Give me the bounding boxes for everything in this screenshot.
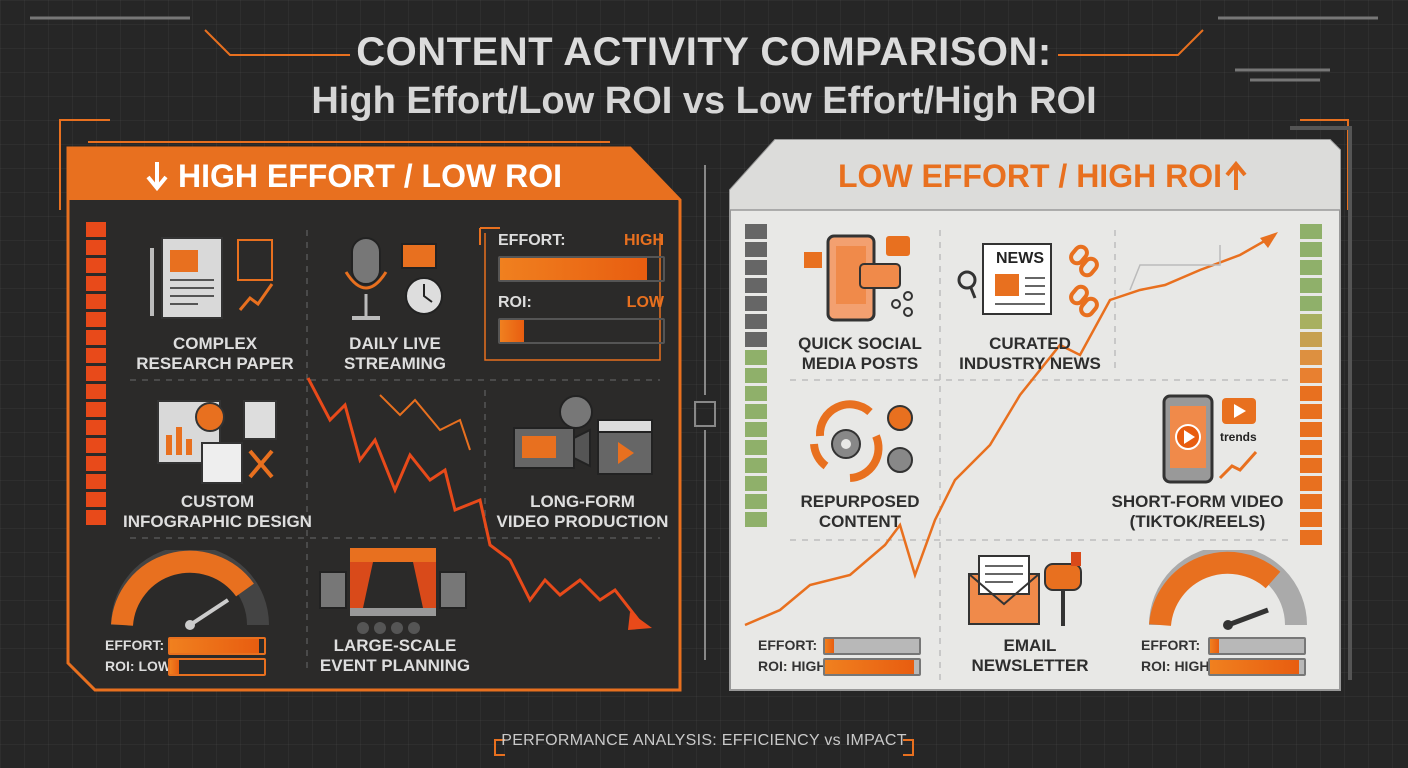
right-bars-left-roi-label: ROI: HIGH — [758, 658, 827, 674]
phone-video-icon — [1162, 394, 1258, 484]
footer-caption: PERFORMANCE ANALYSIS: EFFICIENCY vs IMPA… — [501, 732, 907, 749]
left-meter-effort-value: HIGH — [624, 232, 664, 249]
item-daily-live-streaming: DAILY LIVE STREAMING — [344, 334, 446, 373]
right-bars-left-roi-bar — [823, 658, 921, 676]
right-bars-right-roi-bar — [1208, 658, 1306, 676]
smartphone-icon — [804, 234, 913, 322]
right-header-arrow-icon — [1224, 160, 1248, 192]
gauge-roi-bar — [168, 658, 266, 676]
newspaper-icon — [957, 243, 1099, 318]
film-camera-icon — [513, 395, 653, 475]
left-panel-header: HIGH EFFORT / LOW ROI — [178, 158, 562, 194]
gauge-icon-right — [1149, 550, 1307, 630]
stage-icon — [319, 548, 467, 634]
right-bars-left-effort-bar — [823, 637, 921, 655]
left-meter-effort-bar — [498, 256, 665, 282]
trends-text: trends — [1220, 430, 1257, 444]
item-large-scale-event-planning: LARGE-SCALE EVENT PLANNING — [319, 636, 471, 675]
document-icon — [150, 237, 274, 319]
page-title: CONTENT ACTIVITY COMPARISON: — [356, 30, 1052, 74]
item-email-newsletter: EMAIL NEWSLETTER — [971, 636, 1089, 675]
gauge-roi-label: ROI: LOW — [105, 658, 172, 674]
envelope-icon — [968, 552, 1082, 626]
item-custom-infographic-design: CUSTOM INFOGRAPHIC DESIGN — [123, 492, 312, 531]
left-meter-roi-value: LOW — [626, 294, 664, 311]
right-bars-left-effort-label: EFFORT: — [758, 637, 818, 653]
microphone-icon — [344, 237, 443, 320]
right-bars-right-effort-label: EFFORT: — [1141, 637, 1201, 653]
right-panel-header: LOW EFFORT / HIGH ROI — [838, 158, 1222, 194]
left-meter-effort-label: EFFORT: — [498, 232, 566, 249]
recycle-icon — [810, 400, 913, 482]
right-bars-right-effort-bar — [1208, 637, 1306, 655]
item-repurposed-content: REPURPOSED CONTENT — [800, 492, 920, 531]
gauge-effort-label: EFFORT: — [105, 637, 165, 653]
item-short-form-video: SHORT-FORM VIDEO (TIKTOK/REELS) — [1111, 492, 1284, 531]
newspaper-title: NEWS — [996, 250, 1044, 267]
left-header-arrow-icon — [145, 160, 169, 192]
page-subtitle: High Effort/Low ROI vs Low Effort/High R… — [311, 80, 1097, 122]
right-bars-right-roi-label: ROI: HIGH — [1141, 658, 1210, 674]
gauge-icon — [111, 550, 269, 630]
item-curated-industry-news: CURATED INDUSTRY NEWS — [959, 334, 1101, 373]
left-meter-roi-bar — [498, 318, 665, 344]
infographic-icon — [157, 400, 277, 484]
item-quick-social-media-posts: QUICK SOCIAL MEDIA POSTS — [798, 334, 922, 373]
item-long-form-video-production: LONG-FORM VIDEO PRODUCTION — [496, 492, 669, 531]
gauge-effort-bar — [168, 637, 266, 655]
item-complex-research-paper: COMPLEX RESEARCH PAPER — [136, 334, 294, 373]
left-meter-roi-label: ROI: — [498, 294, 532, 311]
